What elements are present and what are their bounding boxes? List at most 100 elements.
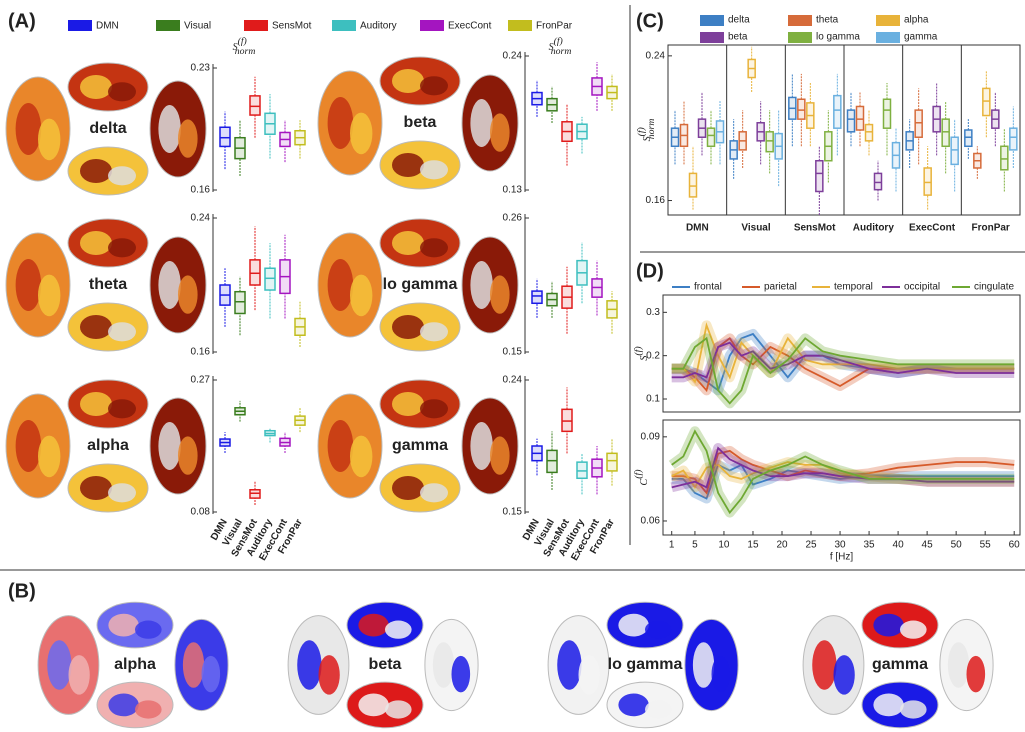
brain-region bbox=[490, 113, 510, 152]
brain-region bbox=[15, 420, 42, 472]
box bbox=[833, 94, 842, 129]
brain-region bbox=[182, 642, 205, 688]
brain-region bbox=[80, 159, 112, 183]
y-tick-label: 0.15 bbox=[503, 347, 523, 358]
brain-region bbox=[108, 166, 136, 186]
brain-region bbox=[392, 69, 424, 93]
box bbox=[706, 127, 716, 148]
box bbox=[234, 290, 246, 315]
brain-label: alpha bbox=[114, 656, 156, 673]
brain-region bbox=[490, 275, 510, 314]
box bbox=[864, 123, 874, 142]
brain-region bbox=[68, 655, 90, 695]
brain-region bbox=[178, 275, 198, 314]
legend-swatch[interactable] bbox=[332, 20, 356, 31]
label-sup: (f) bbox=[633, 346, 644, 355]
brain-region bbox=[108, 82, 136, 102]
brain-region bbox=[645, 700, 672, 719]
plot-frame bbox=[662, 419, 1021, 536]
brain-label: beta bbox=[369, 656, 402, 673]
brain-region bbox=[201, 655, 221, 693]
legend-swatch[interactable] bbox=[156, 20, 180, 31]
box bbox=[982, 87, 991, 117]
brain-region bbox=[108, 238, 136, 258]
legend-swatch[interactable] bbox=[876, 32, 900, 43]
legend-swatch[interactable] bbox=[788, 32, 812, 43]
brain-region bbox=[297, 640, 322, 690]
legend-label: delta bbox=[728, 15, 750, 26]
y-tick-label: 0.24 bbox=[191, 213, 211, 224]
x-tick-label: 35 bbox=[864, 540, 876, 551]
brain-region bbox=[618, 613, 649, 637]
legend-label: SensMot bbox=[272, 21, 312, 32]
brain-label: beta bbox=[404, 114, 437, 131]
brain-region bbox=[108, 399, 136, 419]
brain-region bbox=[15, 259, 42, 311]
x-tick-label: 45 bbox=[922, 540, 934, 551]
brain-label: gamma bbox=[872, 656, 928, 673]
brain-region bbox=[358, 693, 389, 717]
y-tick-label: 0.24 bbox=[646, 50, 666, 61]
legend-swatch[interactable] bbox=[700, 32, 724, 43]
panel-label: (D) bbox=[636, 260, 664, 282]
legend-label: cingulate bbox=[974, 282, 1014, 293]
x-tick-label: ExecCont bbox=[909, 223, 956, 234]
legend-swatch[interactable] bbox=[68, 20, 92, 31]
brain-region bbox=[38, 274, 61, 317]
brain-region bbox=[318, 655, 340, 695]
box bbox=[941, 118, 950, 148]
plot-frame bbox=[662, 294, 1021, 413]
box bbox=[765, 131, 774, 153]
legend-label: ExecCont bbox=[448, 21, 492, 32]
brain-region bbox=[108, 693, 139, 717]
y-tick-label: 0.15 bbox=[503, 507, 523, 518]
brain-region bbox=[833, 655, 855, 695]
box bbox=[219, 126, 231, 148]
label-sup: (f) bbox=[554, 36, 563, 47]
brain-region bbox=[47, 640, 72, 690]
brain-region bbox=[470, 261, 493, 309]
brain-region bbox=[420, 160, 448, 180]
x-tick-label: 40 bbox=[893, 540, 905, 551]
legend-swatch[interactable] bbox=[508, 20, 532, 31]
line bbox=[671, 429, 1015, 515]
x-tick-label: Visual bbox=[741, 223, 770, 234]
legend-swatch[interactable] bbox=[876, 15, 900, 26]
y-tick-label: 0.16 bbox=[191, 185, 211, 196]
brain-region bbox=[947, 642, 970, 688]
brain-region bbox=[327, 259, 354, 311]
brain-region bbox=[158, 422, 181, 470]
brain-region bbox=[350, 274, 373, 317]
x-tick-label: 25 bbox=[805, 540, 817, 551]
brain-region bbox=[327, 97, 354, 149]
legend-swatch[interactable] bbox=[700, 15, 724, 26]
label-sup: (f) bbox=[636, 127, 647, 136]
box bbox=[688, 172, 698, 198]
box bbox=[855, 105, 865, 131]
line bbox=[671, 446, 1015, 489]
legend-label: lo gamma bbox=[816, 32, 860, 43]
label-sup: (f) bbox=[238, 36, 247, 47]
brain-region bbox=[385, 620, 412, 639]
brain-region bbox=[80, 392, 112, 416]
legend-swatch[interactable] bbox=[244, 20, 268, 31]
brain-label: theta bbox=[89, 276, 127, 293]
box bbox=[264, 267, 276, 291]
box bbox=[249, 259, 261, 286]
legend-label: temporal bbox=[834, 282, 873, 293]
y-tick-label: 0.3 bbox=[646, 307, 660, 318]
brain-region bbox=[385, 700, 412, 719]
box bbox=[882, 98, 892, 129]
box bbox=[1009, 127, 1018, 151]
brain-label: delta bbox=[89, 120, 126, 137]
legend-label: Visual bbox=[184, 21, 211, 32]
legend-swatch[interactable] bbox=[420, 20, 444, 31]
brain-region bbox=[158, 105, 181, 153]
box bbox=[606, 452, 618, 472]
legend-label: alpha bbox=[904, 15, 929, 26]
legend-swatch[interactable] bbox=[788, 15, 812, 26]
brain-region bbox=[873, 693, 904, 717]
label-sub: norm bbox=[235, 46, 256, 57]
label-base: C bbox=[639, 478, 650, 485]
brain-label: lo gamma bbox=[608, 656, 683, 673]
